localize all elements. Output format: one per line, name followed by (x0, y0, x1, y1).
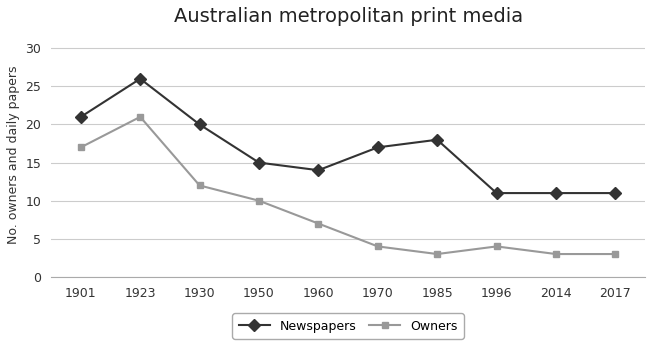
Newspapers (434, 138, 441, 142)
Newspapers (314, 168, 322, 172)
Newspapers (196, 122, 203, 127)
Title: Australian metropolitan print media: Australian metropolitan print media (173, 7, 523, 26)
Owners (434, 252, 441, 256)
Owners (77, 145, 85, 149)
Owners (374, 244, 381, 248)
Line: Newspapers: Newspapers (77, 75, 619, 197)
Y-axis label: No. owners and daily papers: No. owners and daily papers (7, 66, 20, 244)
Newspapers (612, 191, 619, 195)
Owners (255, 198, 263, 203)
Newspapers (493, 191, 501, 195)
Legend: Newspapers, Owners: Newspapers, Owners (232, 313, 464, 339)
Owners (493, 244, 501, 248)
Owners (196, 183, 203, 187)
Owners (612, 252, 619, 256)
Owners (552, 252, 560, 256)
Newspapers (374, 145, 381, 149)
Newspapers (255, 160, 263, 165)
Newspapers (77, 115, 85, 119)
Newspapers (552, 191, 560, 195)
Newspapers (136, 77, 144, 81)
Owners (314, 222, 322, 226)
Line: Owners: Owners (78, 113, 619, 257)
Owners (136, 115, 144, 119)
